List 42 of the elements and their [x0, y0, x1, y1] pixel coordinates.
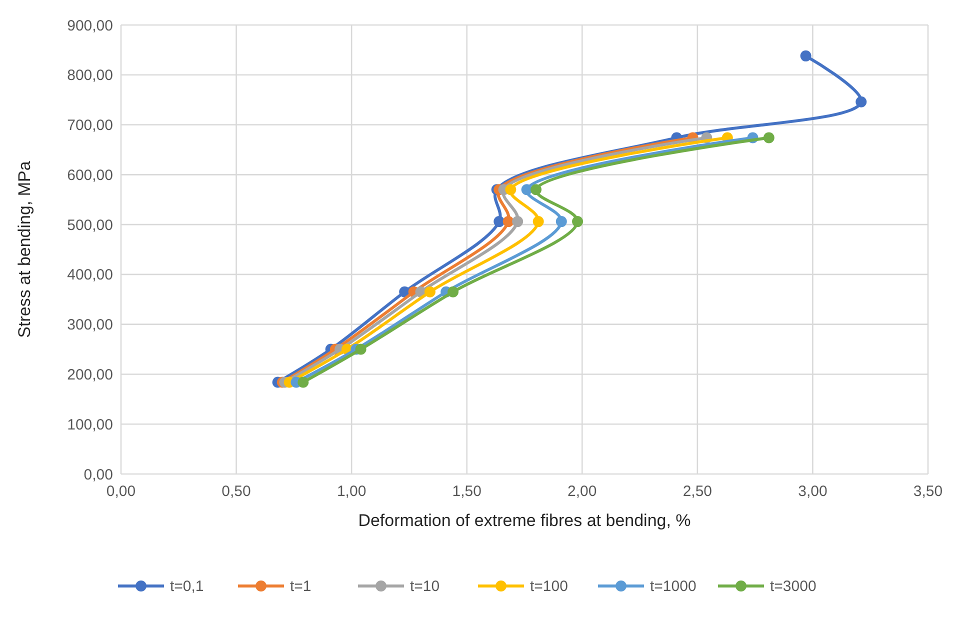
- y-tick-label: 900,00: [67, 17, 113, 34]
- y-tick-label: 200,00: [67, 366, 113, 384]
- x-tick-label: 0,50: [222, 483, 251, 500]
- x-tick-label: 3,00: [798, 483, 828, 500]
- legend-label: t=1000: [650, 578, 696, 595]
- x-tick-label: 2,00: [568, 483, 597, 500]
- point: [530, 184, 542, 196]
- legend-label: t=100: [530, 578, 568, 595]
- y-tick-label: 300,00: [67, 316, 113, 334]
- y-axis-title: Stress at bending, MPa: [15, 160, 34, 338]
- y-tick-label: 700,00: [67, 117, 113, 134]
- point: [856, 96, 867, 108]
- x-tick-label: 1,00: [336, 483, 366, 500]
- x-tick-label: 0,00: [106, 483, 136, 500]
- point: [448, 286, 459, 298]
- y-tick-label: 400,00: [67, 266, 113, 284]
- point: [355, 344, 366, 355]
- legend-label: t=10: [410, 578, 440, 595]
- y-tick-label: 0,00: [84, 466, 113, 484]
- point: [763, 132, 774, 144]
- x-tick-label: 1,50: [452, 483, 482, 500]
- point: [572, 216, 584, 228]
- point: [521, 184, 532, 196]
- point: [800, 50, 812, 62]
- y-tick-label: 800,00: [67, 67, 113, 84]
- point: [502, 216, 514, 228]
- point: [298, 376, 309, 388]
- y-tick-label: 100,00: [67, 416, 113, 434]
- x-axis-title: Deformation of extreme fibres at bending, %: [358, 511, 691, 530]
- y-tick-label: 600,00: [67, 166, 113, 184]
- legend-label: t=0,1: [170, 578, 204, 595]
- legend-label: t=1: [290, 578, 312, 595]
- y-tick-label: 500,00: [67, 216, 113, 234]
- x-tick-label: 3,50: [913, 483, 943, 500]
- point: [512, 216, 524, 228]
- point: [505, 184, 516, 196]
- point: [532, 216, 544, 228]
- legend-label: t=3000: [770, 578, 816, 595]
- point: [424, 286, 436, 298]
- point: [494, 216, 505, 228]
- x-tick-label: 2,50: [682, 483, 712, 500]
- point: [556, 216, 567, 228]
